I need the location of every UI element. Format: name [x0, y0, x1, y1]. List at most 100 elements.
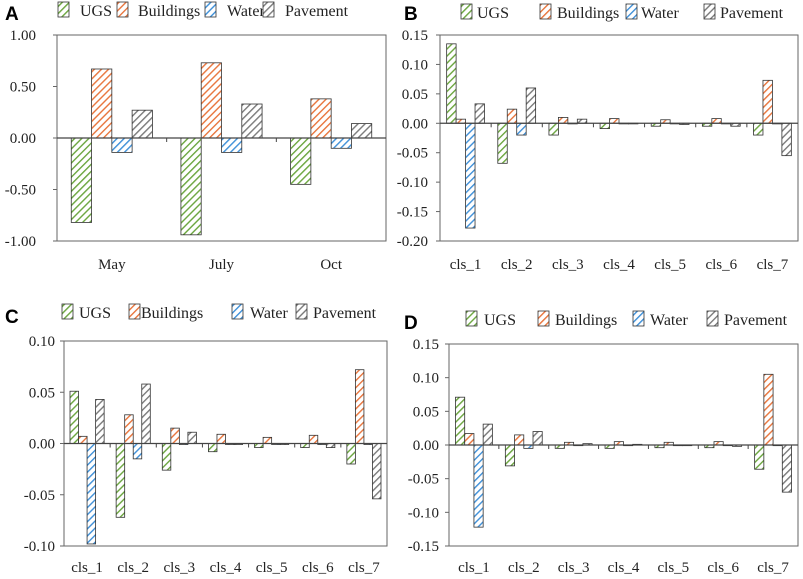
y-tick-label: 0.15 [413, 337, 439, 353]
bar-pavement-cls_1 [95, 399, 105, 444]
chart-c: 0.10 0.05 0.00 -0.05 -0.10 cls_1 cls_2 cls_3 cls… [24, 303, 388, 576]
y-tick-label: 1.00 [10, 28, 36, 44]
panel-c: C [5, 307, 19, 328]
y-tick-label: 0.05 [413, 404, 439, 420]
bar-ugs-may [70, 137, 92, 223]
bar-water-cls_1 [473, 444, 484, 528]
bar-buildings-cls_3 [170, 427, 180, 444]
legend-swatch-water [632, 310, 645, 327]
bar-buildings-cls_2 [514, 434, 525, 446]
bar-ugs-cls_7 [346, 443, 356, 465]
legend-label-buildings: Buildings [141, 305, 203, 322]
x-tick-label: cls_5 [256, 560, 288, 576]
bar-buildings-cls_7 [762, 79, 773, 124]
x-tick-label: July [209, 257, 235, 273]
bar-ugs-cls_4 [599, 122, 610, 129]
legend-label-ugs: UGS [484, 312, 516, 329]
legend-swatch-buildings [537, 310, 550, 327]
legend-swatch-buildings [128, 303, 141, 320]
bar-ugs-cls_6 [300, 443, 310, 448]
x-tick-label: cls_1 [71, 560, 103, 576]
y-tick-label: 0.00 [413, 438, 439, 454]
chart-b: 0.15 0.10 0.05 0.00 -0.05 -0.10 -0.15 -0.20 cls_… [397, 3, 799, 273]
bar-ugs-cls_1 [446, 43, 457, 124]
bar-ugs-cls_2 [497, 122, 508, 164]
x-tick-label: cls_6 [705, 257, 737, 273]
x-tick-label: cls_7 [757, 257, 789, 273]
legend-label-ugs: UGS [477, 5, 509, 22]
bar-pavement-july [241, 103, 263, 139]
y-tick-label: 0.00 [10, 131, 36, 147]
bar-water-cls_1 [465, 122, 476, 229]
legend-swatch-ugs [61, 303, 74, 320]
y-tick-label: -0.10 [397, 175, 428, 191]
bar-buildings-oct [310, 98, 332, 139]
bar-ugs-cls_2 [504, 444, 515, 467]
y-tick-label: -0.10 [408, 505, 439, 521]
x-tick-label: cls_1 [450, 257, 482, 273]
bar-water-oct [330, 137, 352, 149]
x-tick-label: cls_2 [501, 257, 533, 273]
chart-a: 1.00 0.50 0.00 -0.50 -1.00 May July Oct UGS Build… [5, 1, 387, 273]
x-tick-label: cls_5 [654, 257, 686, 273]
legend-swatch-buildings [539, 3, 552, 20]
bar-buildings-cls_5 [262, 436, 273, 444]
y-tick-label: 0.00 [29, 437, 55, 453]
bar-pavement-may [131, 109, 153, 139]
y-tick-label: 0.10 [413, 371, 439, 387]
bar-buildings-cls_6 [711, 118, 722, 124]
bar-ugs-cls_3 [161, 443, 172, 471]
bar-ugs-cls_1 [455, 396, 466, 446]
legend-label-pavement: Pavement [720, 5, 784, 22]
legend-swatch-pavement [706, 310, 719, 327]
legend-label-water: Water [227, 3, 265, 20]
y-tick-label: -0.15 [408, 539, 439, 555]
bar-water-july [221, 137, 243, 153]
y-tick-label: -1.00 [5, 234, 36, 250]
bar-buildings-cls_4 [609, 118, 620, 124]
x-tick-label: cls_6 [707, 560, 739, 576]
y-tick-label: 0.05 [402, 87, 428, 103]
bar-buildings-cls_1 [464, 433, 475, 446]
bar-pavement-cls_1 [474, 103, 485, 124]
legend-label-buildings: Buildings [138, 3, 200, 20]
bar-pavement-cls_3 [576, 118, 588, 124]
x-tick-label: cls_4 [603, 257, 635, 273]
y-tick-label: 0.50 [10, 80, 36, 96]
bar-pavement-cls_7 [781, 444, 792, 493]
bar-ugs-cls_7 [753, 122, 764, 136]
legend-label-water: Water [641, 5, 679, 22]
chart-d: 0.15 0.10 0.05 0.00 -0.05 -0.10 -0.15 cls_1 cls_… [408, 310, 799, 576]
legend-swatch-ugs [460, 3, 473, 20]
bar-buildings-cls_6 [308, 434, 319, 444]
panel-letter: A [5, 4, 19, 25]
legend-swatch-water [231, 303, 244, 320]
x-tick-label: cls_7 [348, 560, 380, 576]
bar-buildings-cls_7 [354, 369, 365, 444]
bar-buildings-cls_2 [506, 108, 518, 124]
y-tick-label: -0.05 [408, 472, 439, 488]
bar-buildings-cls_2 [124, 414, 134, 444]
panel-letter: C [5, 307, 19, 328]
bar-buildings-cls_1 [455, 118, 466, 124]
legend-label-water: Water [250, 305, 288, 322]
bar-ugs-oct [290, 137, 312, 185]
bar-water-cls_1 [86, 443, 97, 545]
y-tick-label: -0.50 [5, 183, 36, 199]
y-tick-label: -0.05 [397, 146, 428, 162]
legend-label-ugs: UGS [80, 3, 112, 20]
legend-label-buildings: Buildings [555, 312, 617, 329]
bar-pavement-cls_2 [141, 383, 151, 444]
bar-water-cls_2 [132, 443, 143, 460]
bar-water-may [111, 137, 133, 153]
bar-pavement-cls_7 [781, 122, 792, 157]
bar-ugs-cls_7 [754, 444, 765, 470]
panel-d: D [404, 313, 418, 334]
bar-ugs-cls_2 [115, 443, 126, 518]
plot-frame [439, 34, 799, 242]
panel-b: B [404, 4, 418, 25]
x-tick-label: cls_1 [458, 560, 490, 576]
legend-label-pavement: Pavement [724, 312, 788, 329]
x-tick-label: cls_3 [558, 560, 590, 576]
